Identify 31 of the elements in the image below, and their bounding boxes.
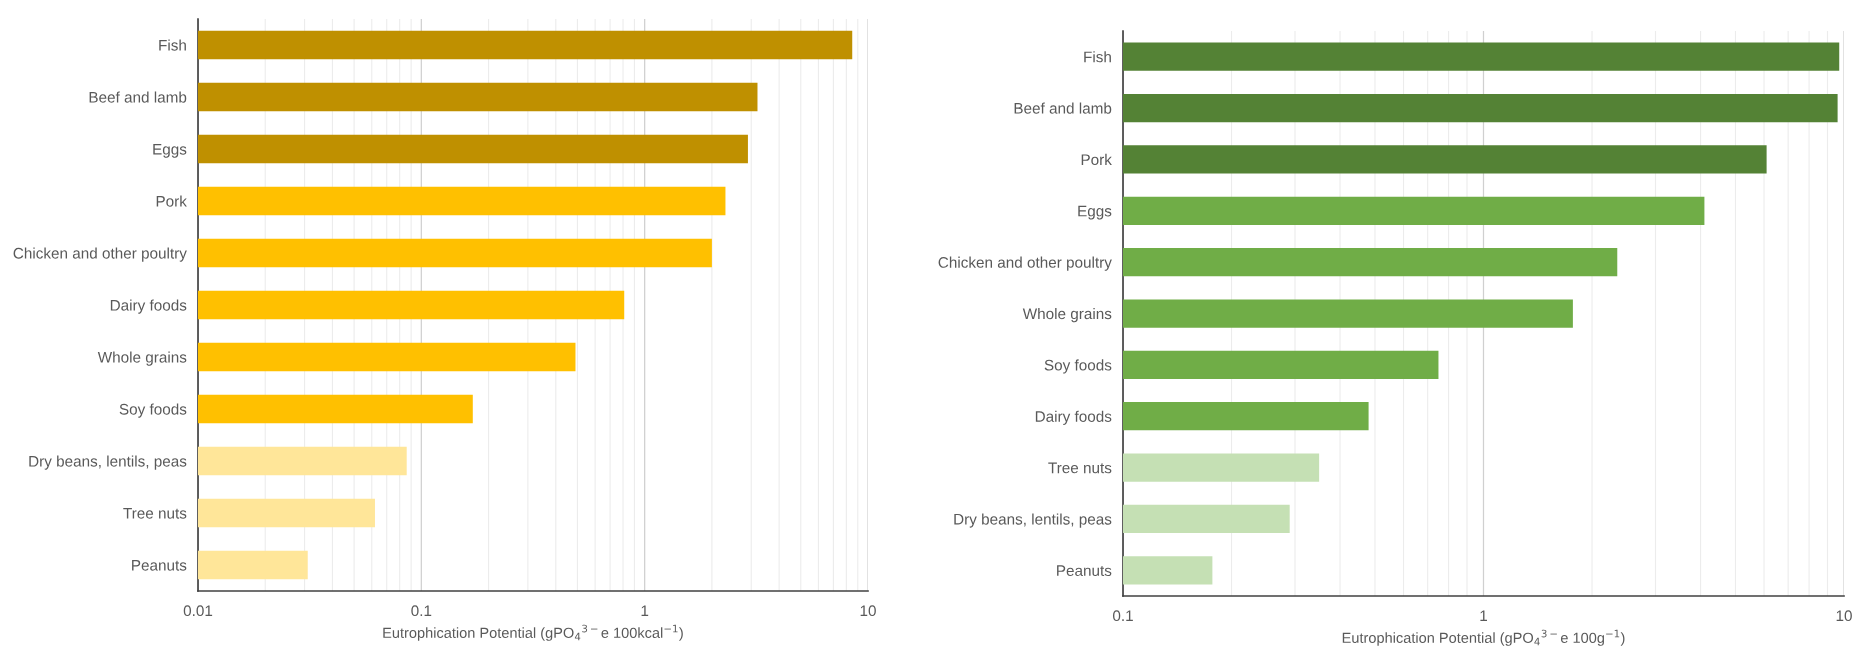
x-tick-label: 10 bbox=[1836, 610, 1852, 622]
y-tick-label: Fish bbox=[1084, 51, 1111, 63]
y-tick-label: Peanuts bbox=[132, 560, 187, 571]
y-tick-label: Pork bbox=[1081, 153, 1112, 166]
y-tick-label: Fish bbox=[159, 39, 186, 51]
y-tick-label: Whole grains bbox=[1022, 307, 1112, 323]
y-tick-label: Dry beans, lentils, peas bbox=[954, 513, 1112, 528]
y-tick-label: Eggs bbox=[1078, 205, 1112, 220]
y-tick-label: Eggs bbox=[153, 144, 187, 158]
x-tick-label: 0.1 bbox=[1112, 610, 1133, 622]
y-tick-label: Dairy foods bbox=[1035, 410, 1112, 425]
y-tick-label: Soy foods bbox=[1044, 359, 1112, 374]
y-tick-label: Dairy foods bbox=[110, 299, 187, 314]
y-tick-label: Tree nuts bbox=[123, 508, 187, 519]
y-tick-label: Beef and lamb bbox=[1014, 102, 1112, 114]
x-tick-label: 10 bbox=[860, 605, 876, 617]
y-tick-label: Dry beans, lentils, peas bbox=[29, 455, 187, 470]
x-axis-title: Eutrophication Potential (gPO$_{4}$$^{3−}$e 100g$^{−1}$) bbox=[1342, 629, 1625, 646]
y-tick-label: Pork bbox=[156, 195, 187, 207]
y-tick-label: Chicken and other poultry bbox=[13, 247, 187, 262]
y-tick-label: Beef and lamb bbox=[89, 91, 187, 103]
x-tick-label: 0.01 bbox=[183, 605, 213, 617]
x-axis-title: Eutrophication Potential (gPO$_{4}$$^{3−}$e 100kcal$^{−1}$) bbox=[383, 624, 683, 641]
y-tick-label: Soy foods bbox=[119, 403, 187, 418]
y-tick-label: Chicken and other poultry bbox=[938, 256, 1112, 271]
y-tick-label: Whole grains bbox=[97, 351, 187, 366]
y-tick-label: Peanuts bbox=[1057, 565, 1112, 576]
x-tick-label: 0.1 bbox=[411, 605, 432, 617]
x-tick-label: 1 bbox=[641, 605, 649, 616]
x-tick-label: 1 bbox=[1480, 610, 1487, 621]
y-tick-label: Tree nuts bbox=[1048, 462, 1112, 474]
